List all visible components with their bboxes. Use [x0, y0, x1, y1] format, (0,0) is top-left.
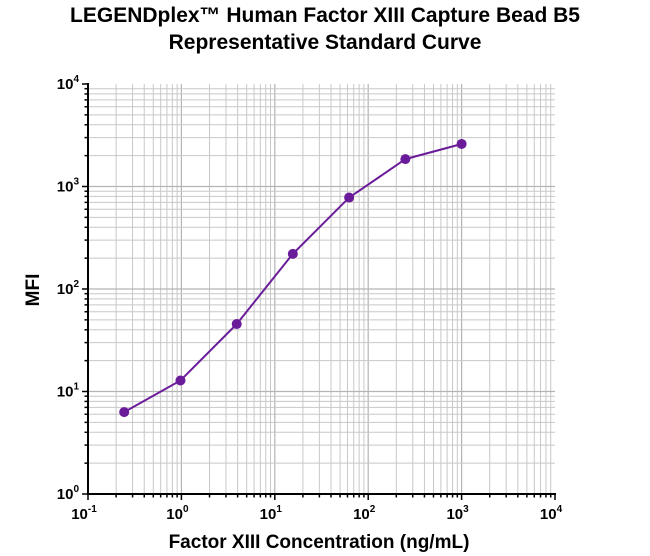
x-axis-title: Factor XIII Concentration (ng/mL) [169, 532, 470, 553]
series-line [123, 143, 462, 413]
data-point [456, 138, 467, 149]
x-tick-label: 102 [353, 504, 376, 523]
y-tick-label: 101 [57, 382, 80, 401]
data-point [175, 375, 186, 386]
data-point [344, 192, 355, 203]
chart-title-line-2: Representative Standard Curve [168, 31, 482, 54]
x-tick-label: 104 [540, 504, 563, 523]
y-tick-label: 103 [57, 177, 80, 196]
grid-lines [88, 84, 555, 494]
x-tick-label: 103 [446, 504, 469, 523]
data-point [287, 248, 298, 259]
y-tick-label: 104 [57, 74, 80, 93]
x-tick-label: 10-1 [71, 504, 97, 523]
y-axis-title: MFI [23, 274, 44, 307]
y-tick-label: 102 [57, 279, 80, 298]
data-series [119, 138, 467, 418]
chart-title-line-1: LEGENDplex™ Human Factor XIII Capture Be… [70, 4, 580, 27]
x-tick-label: 100 [166, 504, 189, 523]
data-point [231, 319, 242, 330]
data-point [400, 154, 411, 165]
plot-axes [82, 83, 556, 500]
y-tick-label: 100 [57, 484, 80, 503]
data-point [119, 407, 130, 418]
x-tick-label: 101 [260, 504, 283, 523]
